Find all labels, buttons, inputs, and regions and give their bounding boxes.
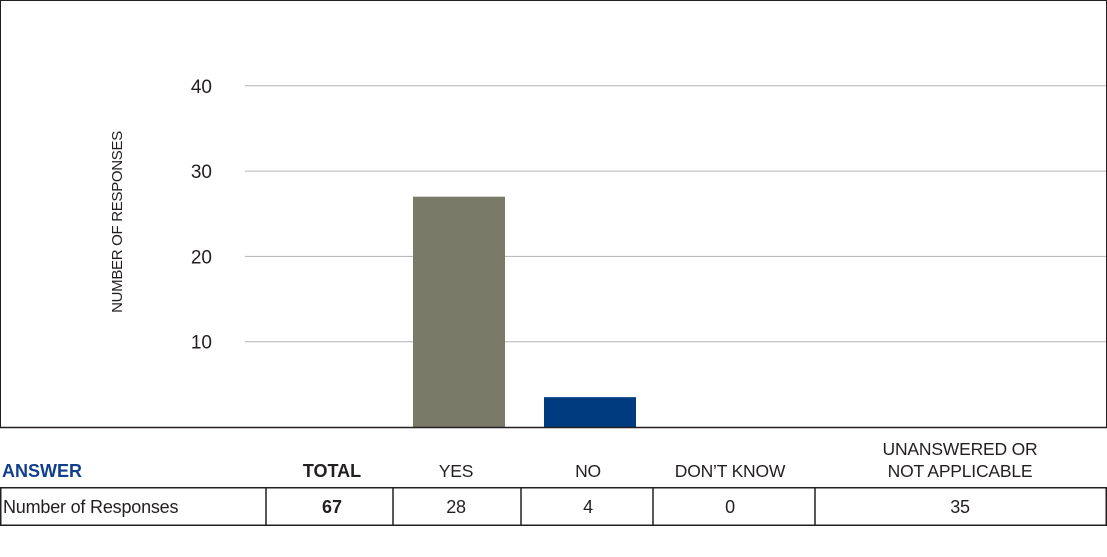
y-tick-label: 40 [191, 77, 212, 98]
y-tick-label: 30 [191, 162, 212, 183]
table-header-total: TOTAL [303, 461, 361, 481]
gridlines [245, 85, 1106, 343]
table-cell-no: 4 [583, 497, 593, 517]
table-row-box [0, 487, 1107, 526]
bar-no [544, 397, 636, 427]
table-header-unanswered-line1: UNANSWERED OR [883, 439, 1038, 459]
table-header-answer: ANSWER [2, 461, 82, 481]
table-cell-yes: 28 [446, 497, 466, 517]
table-header-no: NO [575, 461, 601, 481]
table-cell-dont-know: 0 [725, 497, 735, 517]
bars [413, 196, 636, 427]
table-header-unanswered-line2: NOT APPLICABLE [888, 461, 1033, 481]
table-row-label: Number of Responses [3, 497, 178, 517]
table-cell-total: 67 [322, 497, 342, 517]
table-header-yes: YES [439, 461, 473, 481]
y-axis-label: NUMBER OF RESPONSES [109, 131, 126, 313]
y-tick-label: 10 [191, 333, 212, 354]
y-tick-label: 20 [191, 247, 212, 268]
y-tick-labels: 10 20 30 40 [191, 77, 212, 354]
bar-yes [413, 196, 505, 427]
table-header-dont-know: DON’T KNOW [675, 461, 786, 481]
table-cell-unanswered: 35 [950, 497, 970, 517]
